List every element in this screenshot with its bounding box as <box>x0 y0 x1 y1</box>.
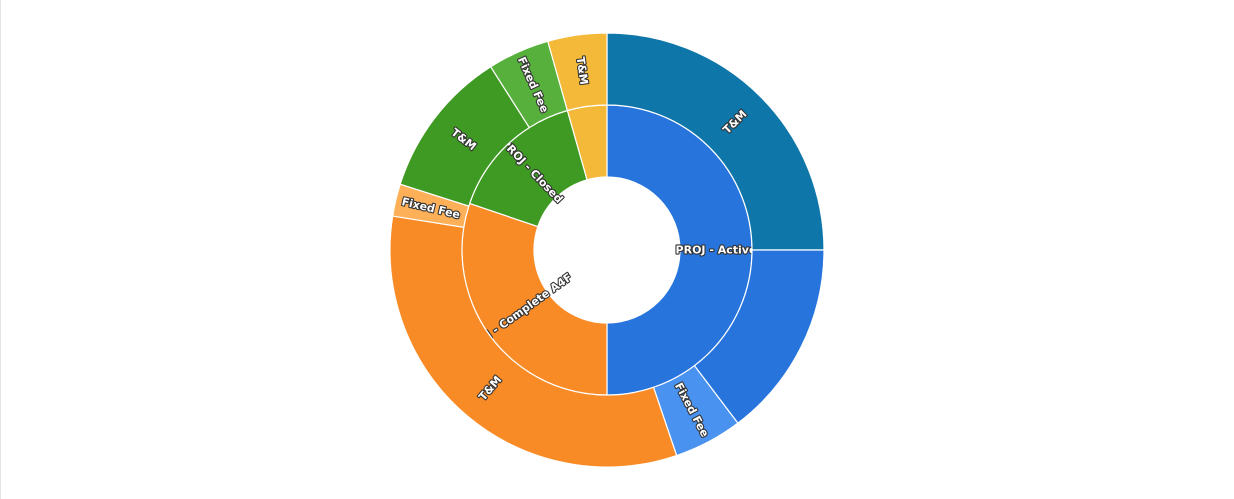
outer-segment-proj-active-tandm-0[interactable] <box>606 32 825 251</box>
inner-label-proj-active-0: PROJ - Active <box>676 244 757 257</box>
outer-segment-tandm-7[interactable] <box>547 32 608 112</box>
outer-segment-proj-complete-a4f-tandm-3[interactable] <box>389 215 678 468</box>
left-border <box>0 0 1 499</box>
outer-label-tandm-7: T&M <box>574 56 591 86</box>
